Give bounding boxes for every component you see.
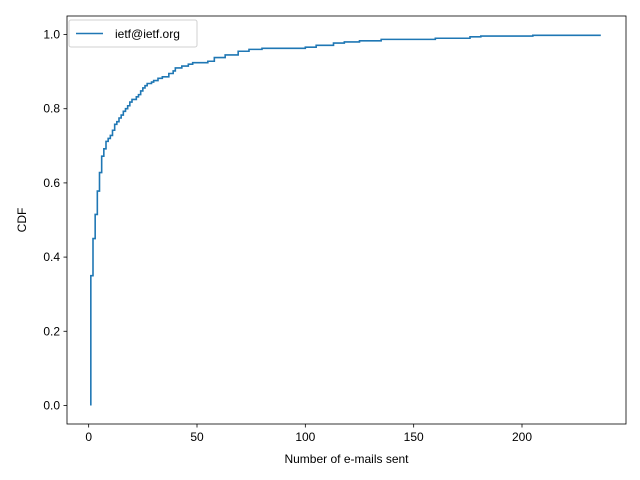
y-tick-label: 0.6	[43, 176, 60, 190]
y-tick-label: 0.2	[43, 324, 60, 338]
legend-label-ietf: ietf@ietf.org	[115, 27, 180, 41]
x-tick-label: 200	[512, 430, 532, 444]
y-axis-ticks: 0.0 0.2 0.4 0.6 0.8 1.0	[43, 28, 67, 412]
y-tick-label: 0.8	[43, 102, 60, 116]
x-axis-ticks: 0 50 100 150 200	[85, 424, 532, 444]
x-tick-label: 50	[190, 430, 204, 444]
series-layer	[90, 34, 601, 406]
legend-box	[68, 19, 198, 48]
y-tick-label: 1.0	[43, 28, 60, 42]
legend: ietf@ietf.org	[68, 19, 198, 48]
plot-frame	[66, 15, 627, 425]
x-axis-label: Number of e-mails sent	[284, 452, 409, 466]
y-axis-label: CDF	[15, 208, 29, 233]
series-line-0	[90, 34, 601, 406]
x-tick-label: 150	[404, 430, 424, 444]
y-tick-label: 0.0	[43, 398, 60, 412]
x-tick-label: 0	[85, 430, 92, 444]
y-tick-label: 0.4	[43, 250, 60, 264]
x-tick-label: 100	[295, 430, 315, 444]
